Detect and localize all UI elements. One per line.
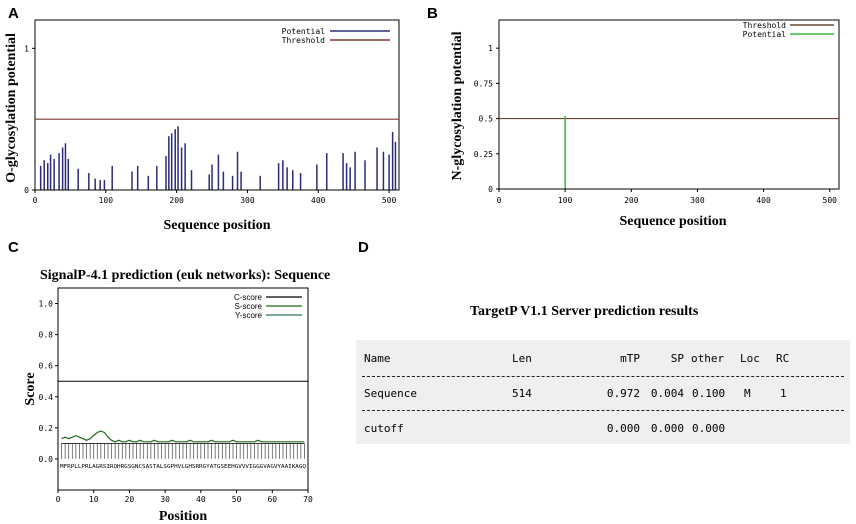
table-row: Sequence 514 0.972 0.004 0.100 M 1 [356,387,850,403]
x-tick-label-b: 500 [823,196,838,205]
table-divider [362,410,844,411]
col-header-len: Len [512,352,532,365]
x-tick-label-a: 100 [99,196,114,205]
y-tick-label-b: 0.5 [479,115,494,124]
x-tick-label-c: 30 [160,495,170,504]
legend-c: C-score S-score Y-score [234,293,302,320]
s-score-line [61,430,305,443]
panel-label-c: C [8,239,19,256]
signalp-chart: 0.0 0.2 0.4 0.6 0.8 1.0 0 10 20 30 40 50 60 70 MFRPL… [23,287,313,524]
y-tick-label-c: 1.0 [39,300,54,309]
y-tick-label-c: 0.2 [39,424,54,433]
table-row: cutoff 0.000 0.000 0.000 [356,422,850,438]
col-header-name: Name [364,352,391,365]
x-tick-label-c: 0 [56,495,61,504]
col-header-loc: Loc [740,352,760,365]
x-axis-title-c: Position [159,509,207,524]
cell-loc: M [744,387,751,400]
y-tick-label-c: 0.8 [39,331,54,340]
legend-a: Potential Threshold [282,27,390,45]
x-tick-label-a: 400 [311,196,326,205]
plot-frame-b [498,19,840,190]
plot-frame-a [34,19,400,191]
y-tick-label-b: 0.75 [474,79,493,88]
cell-other: 0.100 [692,387,726,400]
cell-rc: 1 [780,387,787,400]
panel-label-d: D [358,239,369,256]
y-axis-title-b: N-glycosylation potential [450,31,465,180]
x-tick-label-a: 200 [169,196,184,205]
y-axis-title-a: O-glycosylation potential [4,33,19,183]
x-tick-label-a: 0 [33,196,38,205]
y-axis-title-c: Score [23,372,38,405]
x-tick-label-c: 70 [303,495,313,504]
col-header-sp: SP [670,352,684,365]
cell-sp: 0.000 [650,422,684,435]
col-header-other: other [691,352,725,365]
x-tick-label-a: 500 [382,196,397,205]
x-tick-label-b: 300 [690,196,705,205]
cell-mtp: 0.000 [606,422,640,435]
legend-label-c-score: C-score [234,293,263,302]
x-tick-label-b: 200 [624,196,639,205]
sequence-label: MFRPLLPRLAGRSIRQHRGSGNCSASTALSGPHVLGHSRR… [60,464,306,470]
panel-label-b: B [427,5,438,22]
table-header-row: Name Len mTP SP other Loc RC [356,352,850,368]
x-tick-label-c: 60 [267,495,277,504]
n-glycosylation-chart: 0 0.25 0.5 0.75 1 0 100 200 300 400 500 Threshold… [450,19,840,229]
y-tick-label-b: 0.25 [474,150,493,159]
y-tick-label-a: 1 [24,44,29,53]
y-tick-label-b: 0 [488,185,493,194]
x-tick-label-b: 100 [558,196,573,205]
x-tick-label-b: 400 [756,196,771,205]
col-header-rc: RC [776,352,790,365]
y-tick-label-c: 0.6 [39,362,54,371]
x-tick-label-a: 300 [240,196,255,205]
targetp-title: TargetP V1.1 Server prediction results [470,304,699,319]
x-tick-label-b: 0 [497,196,502,205]
cell-len: 514 [512,387,532,400]
plot-frame-c [57,287,309,491]
x-tick-label-c: 40 [196,495,206,504]
legend-b: Threshold Potential [743,21,834,39]
chart-title-c: SignalP-4.1 prediction (euk networks): S… [40,268,330,283]
targetp-results-table: Name Len mTP SP other Loc RC Sequence 51… [356,340,850,444]
col-header-mtp: mTP [620,352,640,365]
x-tick-label-c: 10 [89,495,99,504]
x-axis-title-a: Sequence position [164,218,271,233]
x-tick-label-c: 20 [125,495,135,504]
y-tick-label-c: 0.0 [39,455,54,464]
cell-other: 0.000 [692,422,726,435]
y-tick-label-a: 0 [24,186,29,195]
legend-label-y-score: Y-score [235,311,262,320]
cell-name: cutoff [364,422,404,435]
y-tick-label-b: 1 [488,44,493,53]
panel-label-a: A [8,5,19,22]
legend-label-threshold-a: Threshold [282,36,326,45]
x-axis-title-b: Sequence position [620,214,727,229]
legend-label-potential-b: Potential [743,30,787,39]
x-tick-label-c: 50 [232,495,242,504]
cell-mtp: 0.972 [606,387,640,400]
legend-label-potential-a: Potential [282,27,326,36]
o-glycosylation-chart: 01 0 100 200 300 400 500 Potential Threshold … [4,19,400,233]
table-divider [362,376,844,377]
legend-label-threshold-b: Threshold [743,21,787,30]
legend-label-s-score: S-score [234,302,262,311]
y-tick-label-c: 0.4 [39,393,54,402]
cell-name: Sequence [364,387,417,400]
cell-sp: 0.004 [650,387,684,400]
